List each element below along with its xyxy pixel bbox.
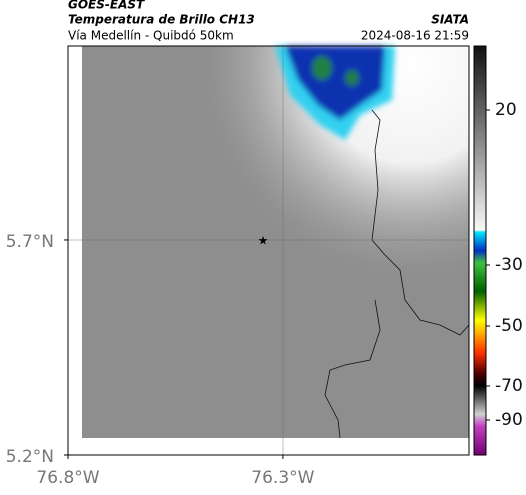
colorbar-tick-label: 20 [495,100,517,120]
map-frame [67,45,470,456]
x-tick-label: 76.3°W [251,468,314,488]
location-marker: ★ [258,234,269,248]
agency: SIATA [431,13,469,27]
x-tick-label: 76.8°W [36,468,99,488]
title: Temperatura de Brillo CH13 [68,13,255,27]
colorbar-tick-label: -70 [495,376,523,396]
colorbar-tick-label: -30 [495,255,523,275]
y-tick-label: 5.7°N [6,232,54,252]
y-tick-label: 5.2°N [6,447,54,467]
colorbar-tick-label: -90 [495,410,523,430]
imagery: ★ [68,46,470,455]
colorbar [473,45,487,456]
datetime: 2024-08-16 21:59 [361,29,469,43]
source: GOES-EAST [68,0,145,12]
colorbar-tick-label: -50 [495,316,523,336]
subtitle: Vía Medellín - Quibdó 50km [68,29,234,43]
